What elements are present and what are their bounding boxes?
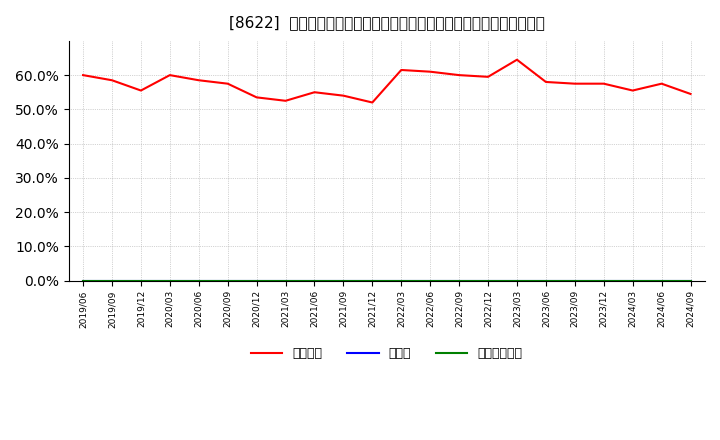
自己資本: [223, 81, 232, 86]
繰延税金資産: [629, 278, 637, 283]
のれん: [282, 278, 290, 283]
繰延税金資産: [397, 278, 405, 283]
繰延税金資産: [137, 278, 145, 283]
繰延税金資産: [541, 278, 550, 283]
のれん: [78, 278, 87, 283]
自己資本: [541, 79, 550, 84]
のれん: [310, 278, 319, 283]
のれん: [657, 278, 666, 283]
繰延税金資産: [223, 278, 232, 283]
繰延税金資産: [570, 278, 579, 283]
のれん: [484, 278, 492, 283]
自己資本: [137, 88, 145, 93]
繰延税金資産: [166, 278, 174, 283]
繰延税金資産: [108, 278, 117, 283]
のれん: [339, 278, 348, 283]
繰延税金資産: [455, 278, 464, 283]
自己資本: [252, 95, 261, 100]
繰延税金資産: [78, 278, 87, 283]
自己資本: [629, 88, 637, 93]
Title: [8622]  自己資本、のれん、繰延税金資産の総資産に対する比率の推移: [8622] 自己資本、のれん、繰延税金資産の総資産に対する比率の推移: [229, 15, 545, 30]
自己資本: [339, 93, 348, 98]
繰延税金資産: [339, 278, 348, 283]
のれん: [455, 278, 464, 283]
のれん: [194, 278, 203, 283]
のれん: [368, 278, 377, 283]
自己資本: [570, 81, 579, 86]
のれん: [541, 278, 550, 283]
繰延税金資産: [426, 278, 434, 283]
自己資本: [108, 77, 117, 83]
のれん: [629, 278, 637, 283]
繰延税金資産: [600, 278, 608, 283]
自己資本: [194, 77, 203, 83]
自己資本: [686, 92, 695, 97]
繰延税金資産: [513, 278, 521, 283]
自己資本: [513, 57, 521, 62]
のれん: [166, 278, 174, 283]
のれん: [426, 278, 434, 283]
自己資本: [484, 74, 492, 80]
のれん: [600, 278, 608, 283]
繰延税金資産: [484, 278, 492, 283]
自己資本: [657, 81, 666, 86]
繰延税金資産: [686, 278, 695, 283]
繰延税金資産: [368, 278, 377, 283]
のれん: [570, 278, 579, 283]
自己資本: [310, 90, 319, 95]
のれん: [252, 278, 261, 283]
繰延税金資産: [194, 278, 203, 283]
自己資本: [397, 67, 405, 73]
のれん: [686, 278, 695, 283]
自己資本: [282, 98, 290, 103]
自己資本: [600, 81, 608, 86]
Line: 自己資本: 自己資本: [83, 60, 690, 103]
のれん: [137, 278, 145, 283]
自己資本: [426, 69, 434, 74]
繰延税金資産: [310, 278, 319, 283]
のれん: [223, 278, 232, 283]
のれん: [513, 278, 521, 283]
自己資本: [368, 100, 377, 105]
繰延税金資産: [252, 278, 261, 283]
繰延税金資産: [282, 278, 290, 283]
自己資本: [78, 73, 87, 78]
繰延税金資産: [657, 278, 666, 283]
のれん: [397, 278, 405, 283]
Legend: 自己資本, のれん, 繰延税金資産: 自己資本, のれん, 繰延税金資産: [246, 342, 528, 365]
自己資本: [166, 73, 174, 78]
のれん: [108, 278, 117, 283]
自己資本: [455, 73, 464, 78]
